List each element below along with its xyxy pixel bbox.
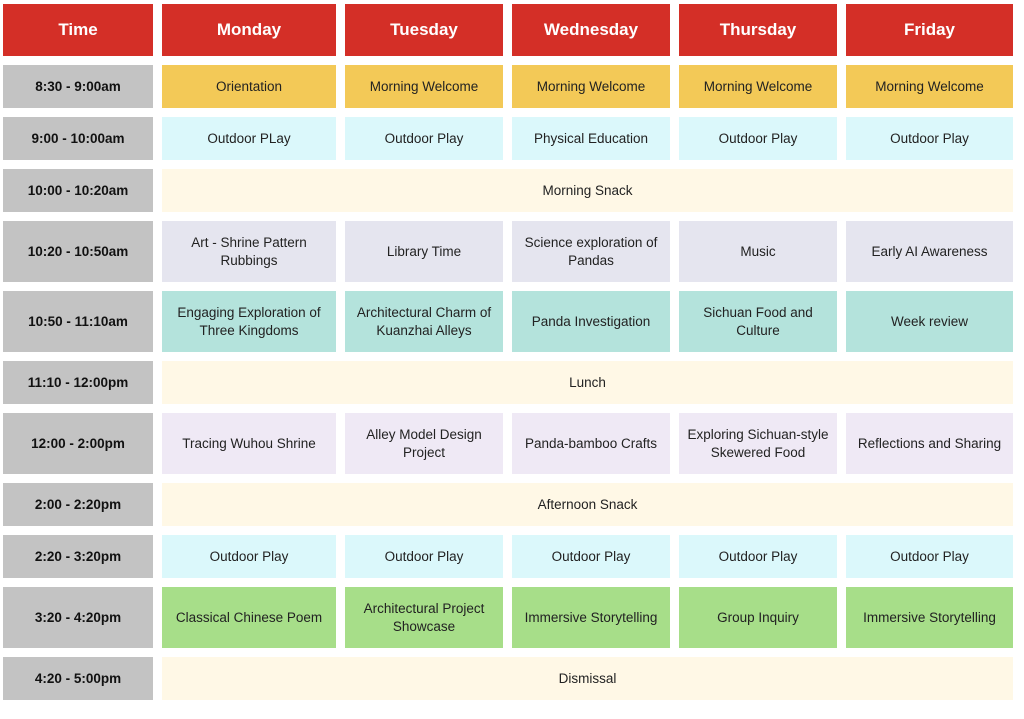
all-days-cell: Afternoon Snack: [162, 483, 1013, 526]
activity-cell: Classical Chinese Poem: [162, 587, 336, 648]
time-slot: 12:00 - 2:00pm: [3, 413, 153, 474]
activity-cell: Morning Welcome: [846, 65, 1013, 108]
time-slot: 4:20 - 5:00pm: [3, 657, 153, 700]
header-wednesday: Wednesday: [512, 4, 670, 56]
activity-cell: Panda Investigation: [512, 291, 670, 352]
all-days-cell: Lunch: [162, 361, 1013, 404]
activity-cell: Orientation: [162, 65, 336, 108]
activity-cell: Engaging Exploration of Three Kingdoms: [162, 291, 336, 352]
activity-cell: Outdoor Play: [679, 117, 837, 160]
activity-cell: Outdoor Play: [512, 535, 670, 578]
activity-cell: Exploring Sichuan-style Skewered Food: [679, 413, 837, 474]
time-slot: 11:10 - 12:00pm: [3, 361, 153, 404]
activity-cell: Outdoor Play: [846, 535, 1013, 578]
header-tuesday: Tuesday: [345, 4, 503, 56]
header-friday: Friday: [846, 4, 1013, 56]
time-slot: 2:00 - 2:20pm: [3, 483, 153, 526]
header-time: Time: [3, 4, 153, 56]
time-slot: 10:20 - 10:50am: [3, 221, 153, 282]
all-days-cell: Morning Snack: [162, 169, 1013, 212]
activity-cell: Tracing Wuhou Shrine: [162, 413, 336, 474]
activity-cell: Outdoor Play: [345, 535, 503, 578]
time-slot: 9:00 - 10:00am: [3, 117, 153, 160]
activity-cell: Reflections and Sharing: [846, 413, 1013, 474]
activity-cell: Early AI Awareness: [846, 221, 1013, 282]
activity-cell: Immersive Storytelling: [512, 587, 670, 648]
time-slot: 2:20 - 3:20pm: [3, 535, 153, 578]
activity-cell: Physical Education: [512, 117, 670, 160]
activity-cell: Immersive Storytelling: [846, 587, 1013, 648]
activity-cell: Panda-bamboo Crafts: [512, 413, 670, 474]
activity-cell: Music: [679, 221, 837, 282]
activity-cell: Group Inquiry: [679, 587, 837, 648]
activity-cell: Science exploration of Pandas: [512, 221, 670, 282]
activity-cell: Outdoor Play: [679, 535, 837, 578]
activity-cell: Alley Model Design Project: [345, 413, 503, 474]
time-slot: 3:20 - 4:20pm: [3, 587, 153, 648]
activity-cell: Outdoor Play: [345, 117, 503, 160]
time-slot: 10:00 - 10:20am: [3, 169, 153, 212]
activity-cell: Morning Welcome: [679, 65, 837, 108]
schedule-table: Time Monday Tuesday Wednesday Thursday F…: [3, 4, 1013, 700]
activity-cell: Morning Welcome: [345, 65, 503, 108]
header-thursday: Thursday: [679, 4, 837, 56]
activity-cell: Library Time: [345, 221, 503, 282]
time-slot: 10:50 - 11:10am: [3, 291, 153, 352]
all-days-cell: Dismissal: [162, 657, 1013, 700]
activity-cell: Outdoor Play: [846, 117, 1013, 160]
activity-cell: Outdoor Play: [162, 535, 336, 578]
activity-cell: Sichuan Food and Culture: [679, 291, 837, 352]
activity-cell: Outdoor PLay: [162, 117, 336, 160]
activity-cell: Week review: [846, 291, 1013, 352]
activity-cell: Morning Welcome: [512, 65, 670, 108]
header-monday: Monday: [162, 4, 336, 56]
activity-cell: Art - Shrine Pattern Rubbings: [162, 221, 336, 282]
activity-cell: Architectural Charm of Kuanzhai Alleys: [345, 291, 503, 352]
activity-cell: Architectural Project Showcase: [345, 587, 503, 648]
time-slot: 8:30 - 9:00am: [3, 65, 153, 108]
